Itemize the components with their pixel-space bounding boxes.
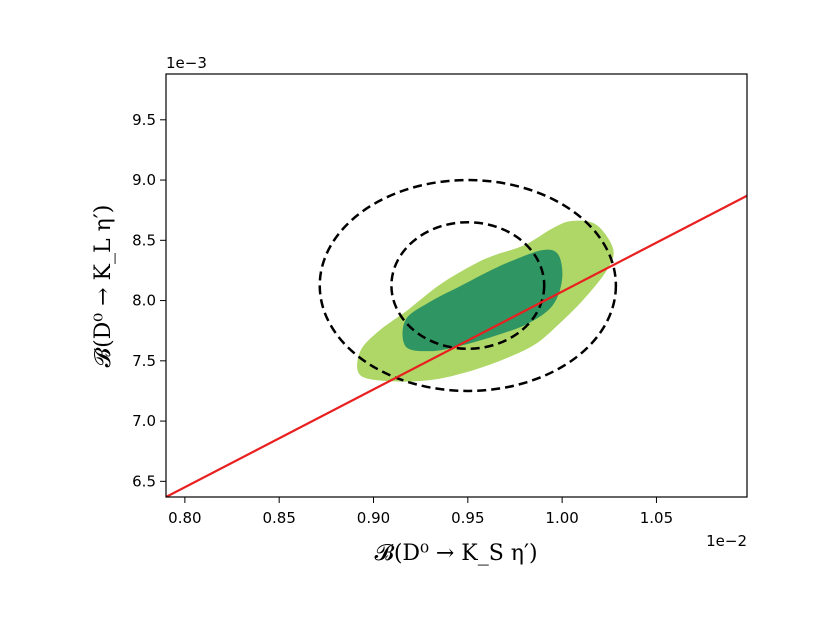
red-line-layer [166,194,747,497]
confidence-regions [357,220,614,382]
x-tick-label: 0.90 [357,509,390,527]
x-tick-label: 1.00 [545,509,578,527]
inner-dashed-ellipse [390,220,546,351]
y-offset-label: 1e−3 [166,54,207,72]
dashed-ellipses [318,178,618,393]
red-constraint-line [166,194,747,497]
y-tick-label: 6.5 [132,472,156,490]
y-tick-label: 9.5 [132,111,156,129]
y-tick-label: 9.0 [132,171,156,189]
y-tick-label: 8.0 [132,292,156,310]
x-axis-label: 𝓑(D⁰ → K_S η′) [374,541,537,566]
x-offset-label: 1e−2 [706,532,747,550]
y-tick-label: 8.5 [132,231,156,249]
x-tick-label: 0.80 [168,509,201,527]
x-tick-label: 1.05 [640,509,673,527]
y-tick-label: 7.5 [132,352,156,370]
y-axis-label: 𝓑(D⁰ → K_L η′) [91,205,116,368]
y-tick-label: 7.0 [132,412,156,430]
x-axis-ticks: 0.80 0.85 0.90 0.95 1.00 1.05 [168,497,673,527]
x-tick-label: 0.85 [262,509,295,527]
inner-region [402,249,563,352]
outer-dashed-ellipse [318,178,618,393]
y-axis-ticks: 6.5 7.0 7.5 8.0 8.5 9.0 9.5 [132,111,166,490]
plot-frame [165,73,748,498]
x-tick-label: 0.95 [451,509,484,527]
